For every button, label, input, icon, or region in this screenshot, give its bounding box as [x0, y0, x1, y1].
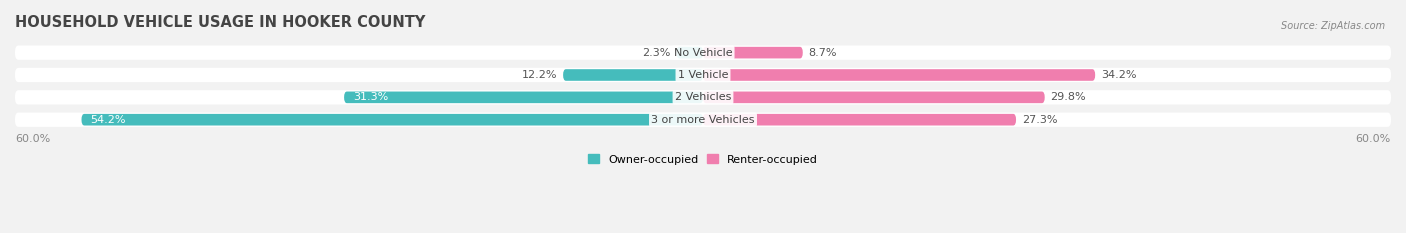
Text: 34.2%: 34.2% [1101, 70, 1136, 80]
Text: 60.0%: 60.0% [1355, 134, 1391, 144]
FancyBboxPatch shape [676, 47, 703, 58]
Text: 29.8%: 29.8% [1050, 92, 1085, 102]
Text: 60.0%: 60.0% [15, 134, 51, 144]
Text: HOUSEHOLD VEHICLE USAGE IN HOOKER COUNTY: HOUSEHOLD VEHICLE USAGE IN HOOKER COUNTY [15, 15, 426, 30]
FancyBboxPatch shape [703, 92, 1045, 103]
FancyBboxPatch shape [15, 113, 1391, 127]
FancyBboxPatch shape [344, 92, 703, 103]
Legend: Owner-occupied, Renter-occupied: Owner-occupied, Renter-occupied [583, 150, 823, 169]
FancyBboxPatch shape [703, 47, 803, 58]
Text: 8.7%: 8.7% [808, 48, 837, 58]
FancyBboxPatch shape [15, 90, 1391, 104]
FancyBboxPatch shape [15, 45, 1391, 60]
Text: Source: ZipAtlas.com: Source: ZipAtlas.com [1281, 21, 1385, 31]
FancyBboxPatch shape [564, 69, 703, 81]
Text: No Vehicle: No Vehicle [673, 48, 733, 58]
Text: 12.2%: 12.2% [522, 70, 557, 80]
FancyBboxPatch shape [15, 68, 1391, 82]
Text: 2.3%: 2.3% [643, 48, 671, 58]
FancyBboxPatch shape [703, 69, 1095, 81]
Text: 27.3%: 27.3% [1022, 115, 1057, 125]
Text: 3 or more Vehicles: 3 or more Vehicles [651, 115, 755, 125]
Text: 54.2%: 54.2% [90, 115, 127, 125]
FancyBboxPatch shape [703, 114, 1017, 126]
Text: 31.3%: 31.3% [353, 92, 388, 102]
Text: 1 Vehicle: 1 Vehicle [678, 70, 728, 80]
FancyBboxPatch shape [82, 114, 703, 126]
Text: 2 Vehicles: 2 Vehicles [675, 92, 731, 102]
